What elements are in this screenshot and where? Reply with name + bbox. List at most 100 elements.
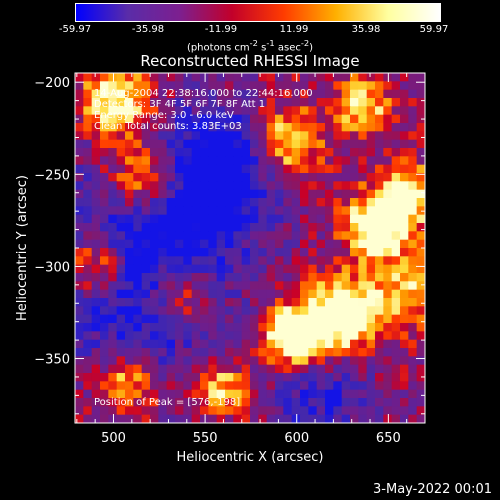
heatmap-cell [308,181,318,191]
heatmap-cell [225,331,234,341]
heatmap-cell [416,131,425,141]
heatmap-cell [108,339,118,349]
heatmap-cell [275,223,284,232]
heatmap-cell [91,289,101,299]
heatmap-cell [83,306,93,316]
heatmap-cell [75,289,84,299]
heatmap-cell [116,323,126,332]
heatmap-cell [216,256,226,266]
heatmap-cell [91,73,101,82]
heatmap-cell [158,239,168,249]
heatmap-cell [408,389,418,399]
heatmap-cell [291,298,301,307]
heatmap-cell [325,106,334,116]
heatmap-cell [391,81,401,91]
heatmap-cell [408,173,418,182]
heatmap-cell [125,198,134,207]
heatmap-cell [100,331,109,341]
heatmap-cell [183,414,193,423]
heatmap-cell [175,173,184,182]
heatmap-cell [366,198,376,207]
heatmap-cell [341,106,351,116]
heatmap-cell [141,281,151,291]
heatmap-cell [241,73,251,82]
heatmap-cell [375,231,384,241]
heatmap-cell [225,289,234,299]
heatmap-cell [341,298,351,307]
heatmap-cell [300,289,309,299]
heatmap-cell [158,406,168,416]
heatmap-cell [108,223,118,232]
heatmap-cell [158,148,168,157]
heatmap-cell [200,289,209,299]
heatmap-cell [291,206,301,216]
heatmap-cell [116,264,126,274]
heatmap-cell [333,389,343,399]
heatmap-cell [358,164,368,174]
heatmap-cell [150,389,159,399]
heatmap-cell [208,123,218,132]
heatmap-cell [391,89,401,99]
heatmap-cell [150,81,159,91]
heatmap-cell [283,156,293,166]
heatmap-cell [233,281,243,291]
heatmap-cell [300,298,309,307]
heatmap-cell [175,348,184,357]
heatmap-cell [400,231,409,241]
heatmap-cell [400,306,409,316]
heatmap-cell [116,239,126,249]
heatmap-cell [191,264,201,274]
heatmap-cell [333,189,343,199]
heatmap-cell [241,398,251,407]
heatmap-cell [400,256,409,266]
heatmap-cell [91,164,101,174]
heatmap-cell [108,306,118,316]
heatmap-cell [75,281,84,291]
heatmap-cell [308,206,318,216]
heatmap-cell [225,98,234,107]
heatmap-cell [191,348,201,357]
heatmap-cell [416,123,425,132]
heatmap-cell [341,164,351,174]
heatmap-cell [175,106,184,116]
heatmap-cell [75,131,84,141]
heatmap-cell [225,356,234,366]
heatmap-cell [225,89,234,99]
heatmap-cell [116,214,126,224]
heatmap-cell [216,389,226,399]
heatmap-cell [300,81,309,91]
heatmap-cell [258,214,268,224]
heatmap-cell [225,364,234,374]
heatmap-cell [141,139,151,149]
heatmap-cell [91,248,101,257]
heatmap-cell [375,398,384,407]
heatmap-cell [350,239,359,249]
heatmap-cell [258,156,268,166]
heatmap-cell [75,298,84,307]
heatmap-cell [333,81,343,91]
heatmap-cell [158,248,168,257]
colorbar-tick-label: -35.98 [131,24,165,35]
heatmap-cell [375,331,384,341]
heatmap-cell [166,231,176,241]
heatmap-cell [125,164,134,174]
heatmap-cell [83,256,93,266]
heatmap-cell [208,306,218,316]
heatmap-cell [158,298,168,307]
heatmap-cell [325,114,334,124]
heatmap-cell [316,364,326,374]
heatmap-cell [341,139,351,149]
heatmap-cell [408,339,418,349]
heatmap-cell [325,414,334,423]
heatmap-cell [116,406,126,416]
heatmap-cell [150,189,159,199]
heatmap-cell [291,214,301,224]
heatmap-cell [408,256,418,266]
heatmap-cell [375,73,384,82]
heatmap-cell [333,156,343,166]
heatmap-cell [291,256,301,266]
heatmap-cell [183,98,193,107]
heatmap-cell [133,214,143,224]
heatmap-cell [358,356,368,366]
heatmap-cell [266,339,276,349]
